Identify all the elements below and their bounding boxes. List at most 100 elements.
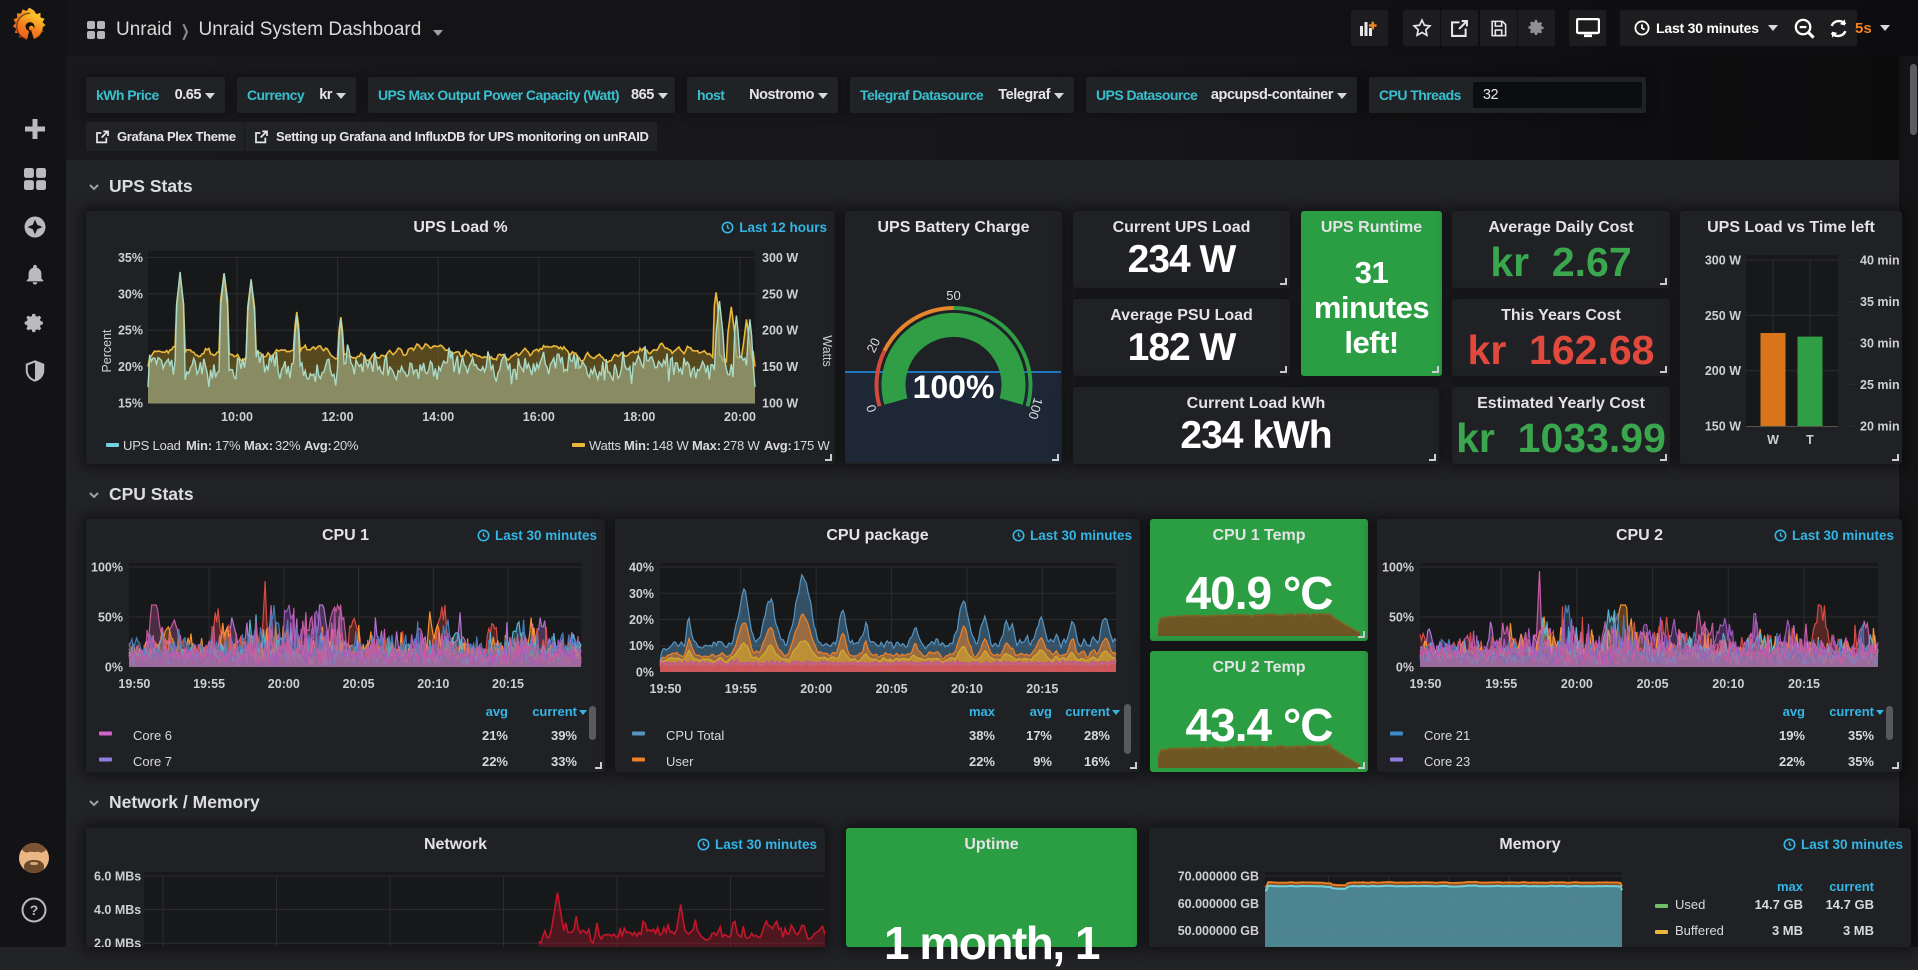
svg-text:25 min: 25 min bbox=[1860, 378, 1900, 392]
svg-text:148 W: 148 W bbox=[652, 438, 690, 453]
svg-text:0: 0 bbox=[863, 403, 879, 414]
svg-text:19%: 19% bbox=[1779, 728, 1805, 743]
svg-text:20:10: 20:10 bbox=[951, 682, 983, 696]
svg-text:CPU Total: CPU Total bbox=[666, 728, 724, 743]
svg-text:50%: 50% bbox=[1389, 611, 1414, 625]
svg-text:Watts: Watts bbox=[820, 335, 834, 366]
svg-text:70.000000 GB: 70.000000 GB bbox=[1178, 870, 1259, 884]
svg-text:0%: 0% bbox=[1396, 661, 1414, 675]
svg-text:100%: 100% bbox=[913, 369, 995, 405]
svg-text:20:10: 20:10 bbox=[417, 677, 449, 691]
svg-text:4.0 MBs: 4.0 MBs bbox=[94, 903, 141, 917]
svg-text:current: current bbox=[532, 704, 577, 719]
svg-text:6.0 MBs: 6.0 MBs bbox=[94, 870, 141, 884]
svg-text:T: T bbox=[1806, 433, 1814, 447]
svg-text:19:55: 19:55 bbox=[1485, 677, 1517, 691]
svg-text:50: 50 bbox=[946, 288, 960, 303]
svg-text:39%: 39% bbox=[551, 728, 577, 743]
svg-text:Core 7: Core 7 bbox=[133, 754, 172, 769]
svg-text:20%: 20% bbox=[629, 613, 654, 627]
svg-text:200 W: 200 W bbox=[1705, 364, 1741, 378]
svg-text:17%: 17% bbox=[1026, 728, 1052, 743]
svg-text:W: W bbox=[1767, 433, 1779, 447]
svg-text:UPS Load: UPS Load bbox=[123, 438, 181, 453]
svg-text:100%: 100% bbox=[91, 561, 123, 575]
svg-text:100 W: 100 W bbox=[762, 397, 798, 411]
svg-text:0%: 0% bbox=[105, 661, 123, 675]
svg-text:19:55: 19:55 bbox=[725, 682, 757, 696]
svg-text:0%: 0% bbox=[636, 666, 654, 680]
svg-text:Buffered: Buffered bbox=[1675, 923, 1724, 938]
svg-text:current: current bbox=[1829, 704, 1874, 719]
svg-text:Core 23: Core 23 bbox=[1424, 754, 1470, 769]
svg-text:278 W: 278 W bbox=[723, 438, 761, 453]
svg-text:22%: 22% bbox=[969, 754, 995, 769]
svg-text:20:00: 20:00 bbox=[800, 682, 832, 696]
svg-text:19:50: 19:50 bbox=[650, 682, 682, 696]
svg-text:38%: 38% bbox=[969, 728, 995, 743]
svg-text:25%: 25% bbox=[118, 324, 143, 338]
svg-text:40%: 40% bbox=[629, 561, 654, 575]
svg-text:Min:: Min: bbox=[186, 438, 212, 453]
svg-text:33%: 33% bbox=[551, 754, 577, 769]
svg-text:21%: 21% bbox=[482, 728, 508, 743]
svg-text:3 MB: 3 MB bbox=[1772, 923, 1803, 938]
svg-text:16:00: 16:00 bbox=[523, 410, 555, 424]
svg-text:35%: 35% bbox=[118, 251, 143, 265]
svg-text:60.000000 GB: 60.000000 GB bbox=[1178, 897, 1259, 911]
svg-text:32%: 32% bbox=[275, 438, 301, 453]
svg-text:avg: avg bbox=[1030, 704, 1052, 719]
svg-text:19:50: 19:50 bbox=[1410, 677, 1442, 691]
svg-text:40 min: 40 min bbox=[1860, 254, 1900, 268]
svg-text:9%: 9% bbox=[1033, 754, 1052, 769]
svg-text:10%: 10% bbox=[629, 639, 654, 653]
svg-text:20:00: 20:00 bbox=[724, 410, 756, 424]
svg-text:Max:: Max: bbox=[244, 438, 273, 453]
svg-text:20 min: 20 min bbox=[1860, 420, 1900, 434]
svg-text:current: current bbox=[1829, 879, 1874, 894]
svg-text:Used: Used bbox=[1675, 897, 1705, 912]
svg-text:20:15: 20:15 bbox=[492, 677, 524, 691]
svg-text:15%: 15% bbox=[118, 397, 143, 411]
svg-text:14:00: 14:00 bbox=[422, 410, 454, 424]
svg-text:22%: 22% bbox=[1779, 754, 1805, 769]
svg-text:20:00: 20:00 bbox=[1561, 677, 1593, 691]
svg-text:Percent: Percent bbox=[100, 329, 114, 373]
svg-text:19:50: 19:50 bbox=[118, 677, 150, 691]
svg-text:Avg:: Avg: bbox=[764, 438, 792, 453]
svg-text:175 W: 175 W bbox=[793, 438, 831, 453]
svg-text:50.000000 GB: 50.000000 GB bbox=[1178, 924, 1259, 938]
svg-text:max: max bbox=[1777, 879, 1804, 894]
svg-text:250 W: 250 W bbox=[762, 287, 798, 301]
svg-text:Core 21: Core 21 bbox=[1424, 728, 1470, 743]
svg-text:Avg:: Avg: bbox=[304, 438, 332, 453]
svg-text:20:05: 20:05 bbox=[876, 682, 908, 696]
svg-text:current: current bbox=[1065, 704, 1110, 719]
svg-text:20%: 20% bbox=[118, 360, 143, 374]
svg-text:?: ? bbox=[30, 902, 39, 918]
svg-text:35%: 35% bbox=[1848, 754, 1874, 769]
svg-text:12:00: 12:00 bbox=[322, 410, 354, 424]
svg-text:20: 20 bbox=[863, 335, 883, 355]
svg-text:Min:: Min: bbox=[624, 438, 650, 453]
svg-text:20:15: 20:15 bbox=[1026, 682, 1058, 696]
svg-text:20:00: 20:00 bbox=[268, 677, 300, 691]
svg-text:14.7 GB: 14.7 GB bbox=[1755, 897, 1803, 912]
svg-text:50%: 50% bbox=[98, 611, 123, 625]
svg-text:17%: 17% bbox=[215, 438, 241, 453]
svg-text:20:05: 20:05 bbox=[343, 677, 375, 691]
svg-text:30%: 30% bbox=[118, 287, 143, 301]
svg-text:100: 100 bbox=[1026, 396, 1046, 421]
svg-text:avg: avg bbox=[486, 704, 508, 719]
svg-text:2.0 MBs: 2.0 MBs bbox=[94, 937, 141, 947]
svg-text:14.7 GB: 14.7 GB bbox=[1826, 897, 1874, 912]
svg-text:250 W: 250 W bbox=[1705, 309, 1741, 323]
svg-text:35 min: 35 min bbox=[1860, 295, 1900, 309]
svg-text:16%: 16% bbox=[1084, 754, 1110, 769]
svg-text:18:00: 18:00 bbox=[623, 410, 655, 424]
svg-text:20:15: 20:15 bbox=[1788, 677, 1820, 691]
svg-text:100%: 100% bbox=[1382, 561, 1414, 575]
svg-text:20%: 20% bbox=[333, 438, 359, 453]
svg-text:avg: avg bbox=[1783, 704, 1805, 719]
svg-text:20:10: 20:10 bbox=[1712, 677, 1744, 691]
